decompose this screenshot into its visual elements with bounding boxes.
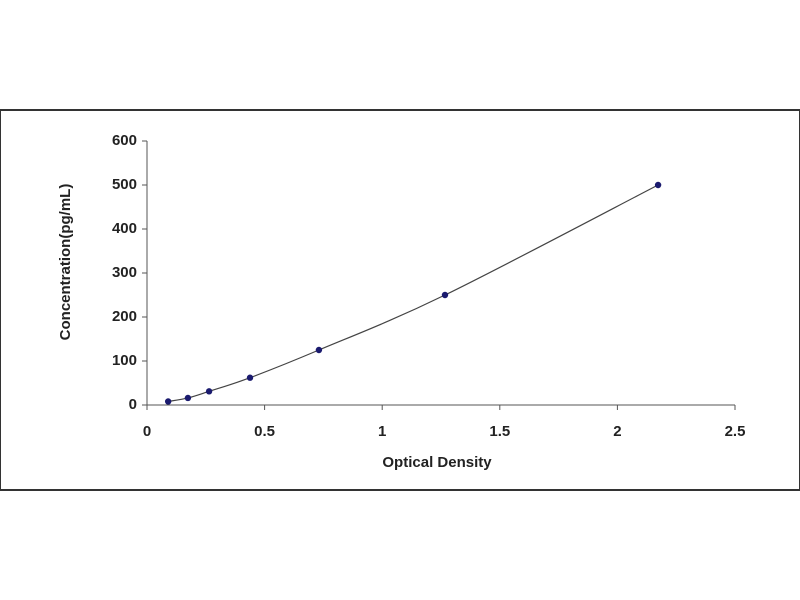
x-tick-label: 2.5: [725, 423, 746, 440]
data-point: [205, 388, 213, 395]
x-tick-label: 0.5: [254, 423, 275, 440]
y-tick-label: 0: [129, 396, 137, 413]
y-tick-label: 200: [112, 308, 137, 325]
x-axis-title: Optical Density: [382, 454, 492, 471]
y-axis-title: Concentration(pg/mL): [57, 184, 74, 341]
data-point: [441, 291, 449, 299]
x-tick-label: 0: [143, 423, 151, 440]
chart-frame: [0, 109, 800, 491]
data-point: [164, 398, 172, 405]
x-tick-label: 2: [613, 423, 621, 440]
y-tick-label: 400: [112, 220, 137, 237]
data-point: [246, 374, 254, 381]
x-tick-label: 1.5: [489, 423, 510, 440]
y-tick-label: 100: [112, 352, 137, 369]
x-tick-label: 1: [378, 423, 386, 440]
y-tick-label: 500: [112, 176, 137, 193]
data-point: [315, 346, 323, 354]
data-point: [184, 394, 192, 402]
data-point: [654, 181, 662, 189]
y-tick-label: 300: [112, 264, 137, 281]
y-tick-label: 600: [112, 132, 137, 149]
